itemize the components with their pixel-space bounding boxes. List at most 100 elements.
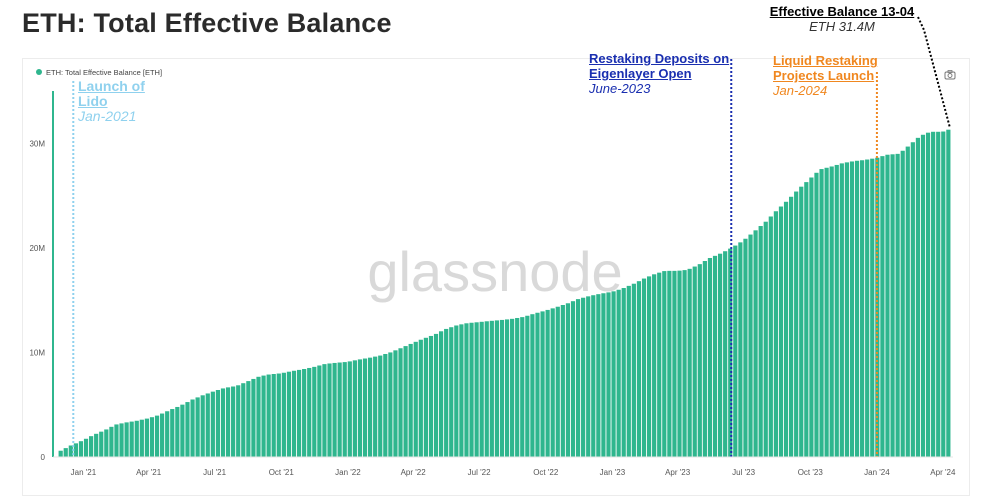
bar (439, 331, 444, 457)
bar (154, 415, 160, 457)
bar (175, 406, 180, 457)
bar (905, 146, 910, 457)
bar (555, 306, 560, 457)
bar (398, 348, 403, 457)
chart-panel: glassnode 0 10M 20M 30M Jan '21 Apr '21 Jul '… (22, 58, 970, 496)
bar (824, 167, 829, 457)
bar (936, 131, 941, 457)
bar (165, 411, 170, 457)
bar (251, 378, 256, 457)
bar (403, 346, 408, 457)
bar (454, 325, 459, 457)
bar (540, 311, 545, 457)
bar (591, 295, 596, 457)
bar (545, 309, 550, 457)
x-tick-label: Oct '22 (533, 468, 559, 477)
x-tick-label: Oct '23 (798, 468, 824, 477)
x-tick-label: Jul '21 (203, 468, 226, 477)
bar (870, 158, 875, 457)
bar (317, 365, 322, 457)
x-tick-label: Jan '23 (600, 468, 626, 477)
bar (124, 422, 129, 457)
bar (717, 253, 723, 457)
bar (581, 297, 586, 457)
bar (809, 177, 814, 457)
bar (271, 373, 276, 457)
bar (758, 226, 763, 457)
bar (286, 371, 292, 457)
bar (697, 264, 702, 457)
bar (474, 322, 479, 457)
bar (743, 238, 748, 457)
bar (337, 362, 342, 457)
bar (129, 421, 134, 457)
bar (266, 374, 271, 457)
bar (667, 270, 672, 457)
bar (281, 372, 286, 457)
bar (687, 268, 692, 457)
bar (373, 356, 378, 457)
x-tick-label: Jan '21 (71, 468, 97, 477)
bar (586, 296, 591, 457)
page-title: ETH: Total Effective Balance (22, 8, 392, 38)
x-tick-label: Jan '22 (335, 468, 361, 477)
bar (185, 402, 190, 457)
bar (819, 169, 824, 457)
bar (733, 245, 738, 457)
camera-icon[interactable] (944, 70, 956, 80)
bar (104, 429, 109, 457)
bar (444, 328, 449, 457)
bar (393, 350, 398, 457)
bar (195, 397, 200, 457)
bar (844, 162, 850, 457)
bar (515, 317, 520, 457)
bar (83, 438, 89, 457)
y-axis: 0 10M 20M 30M (29, 139, 45, 462)
bar (535, 312, 540, 457)
bar (941, 131, 946, 457)
bar (347, 361, 352, 457)
bar (418, 339, 423, 457)
bar (459, 324, 464, 457)
bar (499, 319, 505, 457)
bar (489, 320, 494, 457)
bar (814, 172, 819, 457)
bar (915, 137, 921, 457)
bar (413, 341, 418, 457)
bar (753, 230, 758, 457)
bar (702, 261, 707, 457)
bar (302, 369, 307, 457)
bar (261, 375, 266, 457)
legend-label[interactable]: ETH: Total Effective Balance [ETH] (46, 68, 162, 77)
bar (616, 289, 621, 457)
final-balance-annotation: Effective Balance 13-04 ETH 31.4M (766, 4, 918, 34)
bar (794, 191, 799, 457)
bar (560, 305, 565, 457)
bar (367, 357, 373, 457)
bar (672, 270, 677, 457)
bar (149, 417, 155, 457)
bar (910, 142, 915, 457)
bar (707, 258, 713, 457)
bar (621, 288, 626, 457)
bar (712, 255, 718, 457)
lrt-title-line1: Liquid Restaking (773, 53, 878, 68)
bar (109, 426, 114, 457)
bar (479, 321, 484, 457)
x-tick-label: Apr '24 (930, 468, 956, 477)
bar (241, 383, 246, 457)
bar (738, 242, 743, 457)
bar (849, 161, 855, 457)
restaking-annotation: Restaking Deposits on Eigenlayer Open Ju… (589, 51, 729, 96)
y-tick-label: 20M (29, 244, 45, 253)
bar (378, 355, 383, 457)
bar (682, 270, 687, 457)
legend-marker (36, 69, 42, 75)
bar (925, 132, 931, 457)
bar (388, 352, 393, 457)
bar (520, 317, 525, 457)
bar (190, 399, 195, 457)
lrt-annotation: Liquid Restaking Projects Launch Jan-202… (773, 53, 878, 98)
lido-title-line2: Lido (78, 93, 108, 109)
bar (626, 285, 631, 457)
